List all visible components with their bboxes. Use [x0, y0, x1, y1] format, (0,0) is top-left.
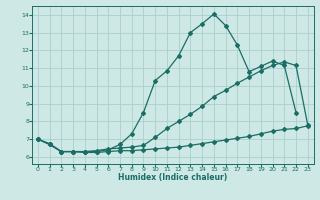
X-axis label: Humidex (Indice chaleur): Humidex (Indice chaleur) — [118, 173, 228, 182]
